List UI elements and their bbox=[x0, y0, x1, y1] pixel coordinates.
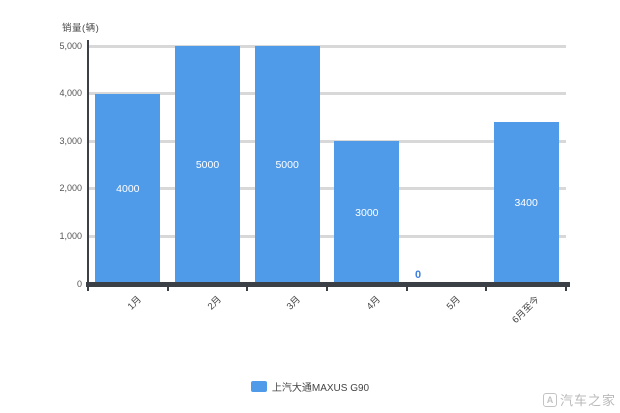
gridline bbox=[88, 187, 566, 191]
x-axis-category-label: 2月 bbox=[205, 294, 224, 313]
y-axis-tick-label: 5,000 bbox=[59, 40, 82, 51]
gridline bbox=[88, 139, 566, 143]
gridline bbox=[88, 44, 566, 48]
gridline bbox=[88, 234, 566, 238]
y-axis-title: 销量(辆) bbox=[62, 23, 100, 34]
bar[interactable] bbox=[95, 93, 161, 284]
x-axis-category-label: 3月 bbox=[284, 294, 304, 313]
x-axis-category-label: 6月至今 bbox=[510, 294, 543, 326]
y-axis-tick-label: 3,000 bbox=[59, 135, 82, 146]
bar-value-label: 5000 bbox=[195, 159, 220, 171]
bar-value-zero-label: 0 bbox=[415, 269, 422, 281]
y-axis-tick-label: 1,000 bbox=[59, 230, 82, 241]
bar[interactable] bbox=[175, 46, 240, 284]
bar[interactable] bbox=[254, 46, 320, 284]
x-axis-line bbox=[86, 282, 570, 287]
bar-value-label: 3000 bbox=[355, 206, 379, 219]
legend-marker bbox=[250, 381, 267, 392]
x-axis-category-label: 1月 bbox=[125, 294, 144, 313]
y-axis-tick-label: 2,000 bbox=[59, 183, 82, 194]
watermark-text: 汽车之家 bbox=[559, 393, 616, 408]
x-axis-tick-mark bbox=[485, 287, 488, 291]
legend[interactable]: 上汽大通MAXUS G90 bbox=[0, 379, 620, 394]
bar-value-label: 4000 bbox=[116, 182, 140, 195]
x-axis-tick-mark bbox=[565, 287, 567, 291]
x-axis-category-label: 5月 bbox=[444, 294, 463, 313]
bar-value-label: 5000 bbox=[275, 159, 299, 171]
watermark: A 汽车之家 bbox=[542, 390, 616, 409]
y-axis-tick-label: 4,000 bbox=[59, 88, 82, 99]
bar-value-label: 3400 bbox=[514, 197, 538, 210]
legend-label: 上汽大通MAXUS G90 bbox=[271, 383, 370, 394]
y-axis-line bbox=[87, 40, 89, 287]
x-axis-tick-mark bbox=[166, 287, 169, 291]
x-axis-tick-mark bbox=[246, 287, 249, 291]
x-axis-category-label: 4月 bbox=[364, 294, 383, 313]
x-axis-tick-mark bbox=[326, 287, 328, 291]
x-axis-tick-mark bbox=[405, 287, 408, 291]
x-axis-tick-mark bbox=[87, 287, 89, 291]
y-axis-tick-label: 0 bbox=[76, 278, 82, 289]
autohome-logo-icon: A bbox=[542, 392, 557, 407]
gridline bbox=[88, 92, 566, 96]
bar[interactable] bbox=[334, 141, 400, 284]
bar[interactable] bbox=[493, 122, 559, 284]
